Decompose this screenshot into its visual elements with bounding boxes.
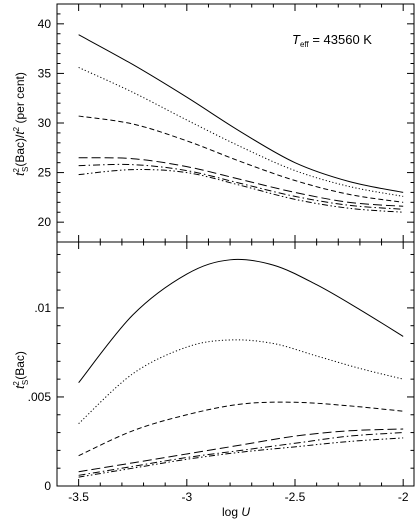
bottom-panel-y-tick-labels: 0 .005 .01 [28,301,52,493]
y-tick-label: 30 [38,116,52,130]
y-tick-label: 40 [38,17,52,31]
x-tick-label: -3 [181,490,192,504]
y-tick-label: 0 [44,479,51,493]
x-tick-label: -2.5 [285,490,306,504]
series-line-longdash [78,428,404,473]
bottom-panel-frame [56,241,415,487]
series-line-solid [78,258,404,384]
x-axis-label: log U [222,505,250,519]
y-tick-label: .005 [28,390,52,404]
series-line-dashed [78,115,404,203]
top-panel-series [78,34,404,213]
series-line-dashed [78,401,404,457]
series-line-dotted [78,339,404,425]
teff-annotation: Teff = 43560 K [292,32,372,49]
y-tick-label: 20 [38,215,52,229]
series-line-solid [78,34,404,193]
bottom-panel-x-tick-labels: -3.5 -3 -2.5 -2 [68,490,409,504]
series-line-dashdot [78,432,404,476]
bottom-panel-ticks [56,242,414,487]
bottom-panel-series [78,258,404,478]
series-line-dashdotdot [78,437,404,478]
x-tick-label: -2 [398,490,409,504]
top-panel-ticks [56,3,414,243]
x-tick-label: -3.5 [68,490,89,504]
series-line-longdash [78,157,404,207]
y-tick-label: .01 [34,301,51,315]
series-line-dashdot [78,163,404,210]
series-line-dotted [78,67,404,197]
top-panel-y-axis-label: t2S(Bac)/t2 (per cent) [12,72,30,176]
bottom-panel-y-axis-label: t2S(Bac) [12,351,30,389]
y-tick-label: 35 [38,66,52,80]
series-line-dashdotdot [78,169,404,213]
y-tick-label: 25 [38,166,52,180]
top-panel-y-tick-labels: 20 25 30 35 40 [38,17,52,229]
